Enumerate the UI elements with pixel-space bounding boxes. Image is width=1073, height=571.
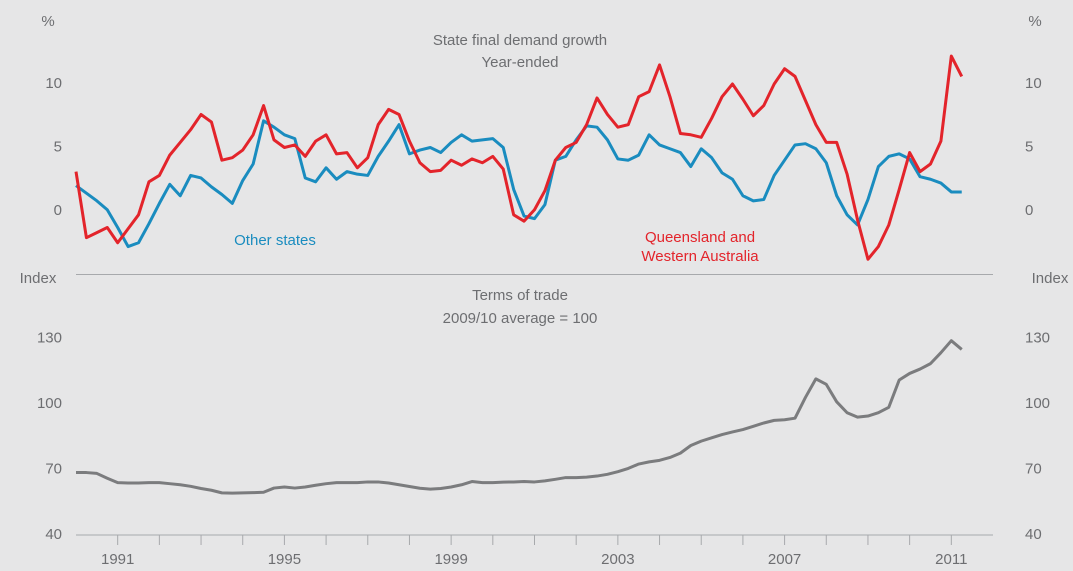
x-tick-label: 2003 (601, 551, 634, 568)
x-tick-label: 1995 (268, 551, 301, 568)
chart-title: State final demand growth (433, 32, 607, 49)
y-axis-label: Index (20, 270, 57, 287)
y-tick-label: 10 (45, 75, 62, 92)
y-tick-label: 70 (45, 460, 62, 477)
y-axis-label: % (41, 13, 54, 30)
series-line (76, 339, 963, 495)
y-axis-label: % (1028, 13, 1041, 30)
y2-tick-label: 70 (1025, 460, 1042, 477)
y-tick-label: 100 (37, 395, 62, 412)
y-tick-label: 130 (37, 329, 62, 346)
y-axis-label: Index (1032, 270, 1069, 287)
series-line (74, 54, 964, 261)
chart-title: Terms of trade (472, 287, 568, 304)
y-tick-label: 40 (45, 526, 62, 543)
y2-tick-label: 5 (1025, 138, 1033, 155)
chart-subtitle: 2009/10 average = 100 (443, 310, 598, 327)
series-line (75, 119, 962, 249)
x-tick-label: 2007 (768, 551, 801, 568)
y2-tick-label: 100 (1025, 395, 1050, 412)
y-tick-label: 0 (54, 202, 62, 219)
x-tick-label: 1999 (434, 551, 467, 568)
series-label: Other states (234, 232, 316, 249)
series-label: Western Australia (641, 248, 759, 265)
chart-subtitle: Year-ended (481, 54, 558, 71)
y2-tick-label: 10 (1025, 75, 1042, 92)
y2-tick-label: 0 (1025, 202, 1033, 219)
y2-tick-label: 40 (1025, 526, 1042, 543)
y2-tick-label: 130 (1025, 329, 1050, 346)
y-tick-label: 5 (54, 138, 62, 155)
x-tick-label: 1991 (101, 551, 134, 568)
series-label: Queensland and (645, 229, 755, 246)
x-tick-label: 2011 (935, 551, 967, 568)
